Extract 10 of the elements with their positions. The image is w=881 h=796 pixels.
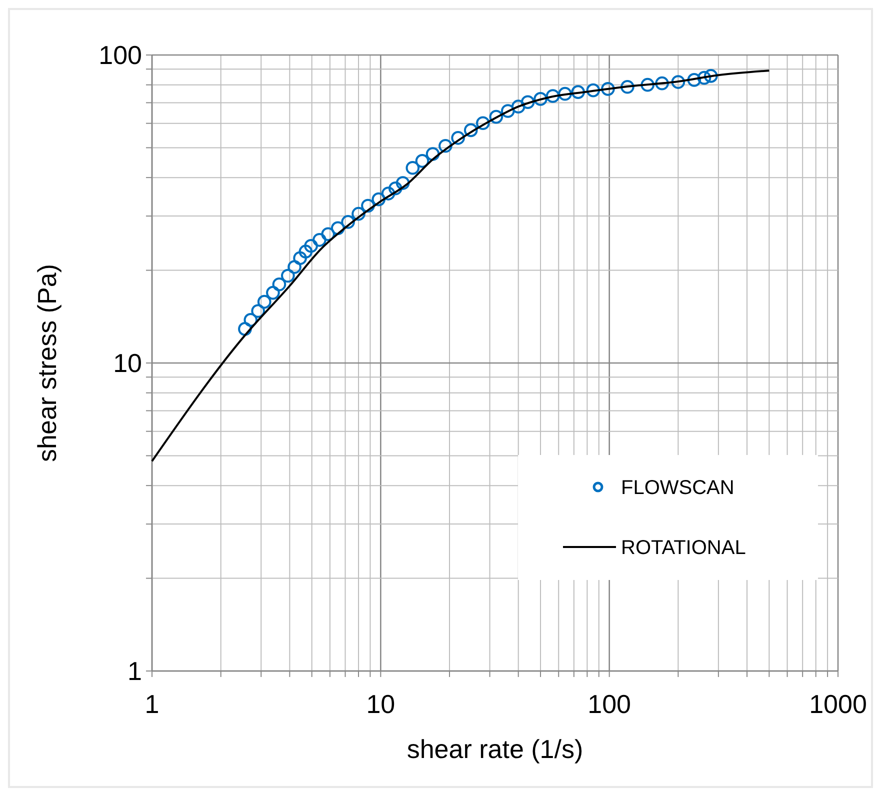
y-tick-label: 100 [98,40,142,70]
x-tick-label: 1000 [809,689,867,719]
y-tick-label: 10 [113,348,142,378]
x-tick-label: 10 [366,689,396,719]
y-tick-label: 1 [128,656,142,686]
x-axis-title: shear rate (1/s) [406,734,584,764]
legend-label: FLOWSCAN [621,477,734,499]
y-axis-title: shear stress (Pa) [32,264,62,462]
legend-label: ROTATIONAL [621,537,746,559]
x-tick-label: 100 [588,689,632,719]
